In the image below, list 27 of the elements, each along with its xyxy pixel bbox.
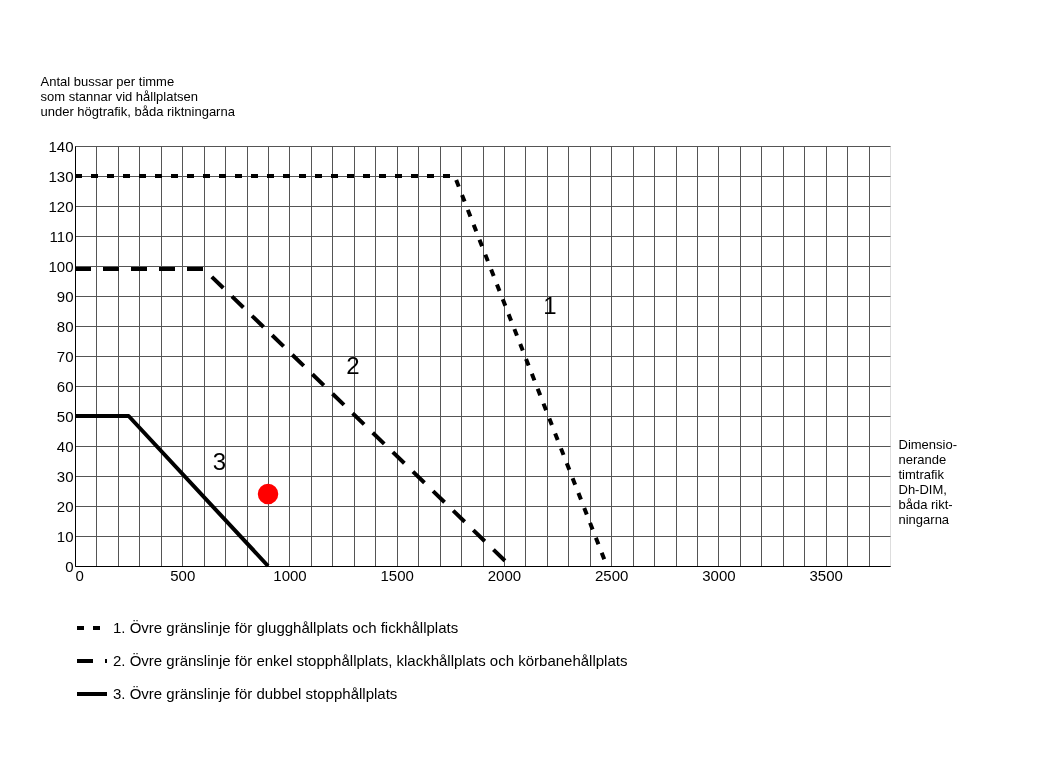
legend-label: 2. Övre gränslinje för enkel stopphållplats, klackhållplats och körbanehållplats bbox=[113, 652, 628, 669]
y-tick-label: 60 bbox=[56, 377, 74, 395]
x-tick-label: 1500 bbox=[380, 566, 414, 584]
y-tick-label: 30 bbox=[56, 467, 74, 485]
x-axis-title: Dimensio- nerande timtrafik Dh-DIM, båda rikt- ningarna bbox=[898, 436, 958, 527]
y-tick-label: 140 bbox=[48, 137, 74, 155]
annotation: 3 bbox=[212, 447, 227, 475]
y-tick-label: 90 bbox=[56, 287, 74, 305]
y-tick-label: 110 bbox=[49, 227, 74, 245]
legend-label: 3. Övre gränslinje för dubbel stopphållplats bbox=[113, 685, 398, 702]
x-tick-label: 2000 bbox=[487, 566, 522, 584]
x-tick-label: 3500 bbox=[809, 566, 843, 584]
y-tick-label: 80 bbox=[56, 317, 74, 335]
y-tick-label: 20 bbox=[56, 497, 74, 515]
x-tick-label: 500 bbox=[170, 566, 196, 584]
y-tick-label: 70 bbox=[56, 347, 74, 365]
x-tick-label: 1000 bbox=[273, 566, 307, 584]
x-tick-label: 2500 bbox=[595, 566, 629, 584]
y-axis-title: Antal bussar per timme som stannar vid hållplatsen under högtrafik, båda riktningarna bbox=[40, 73, 236, 119]
x-tick-label: 3000 bbox=[702, 566, 736, 584]
y-tick-label: 50 bbox=[56, 407, 74, 425]
y-tick-label: 120 bbox=[48, 197, 74, 215]
y-tick-label: 10 bbox=[56, 527, 74, 545]
y-tick-label: 130 bbox=[48, 167, 74, 185]
y-tick-label: 100 bbox=[48, 257, 74, 275]
y-tick-label: 40 bbox=[56, 437, 74, 455]
legend-label: 1. Övre gränslinje för glugghållplats och fickhållplats bbox=[113, 619, 459, 636]
